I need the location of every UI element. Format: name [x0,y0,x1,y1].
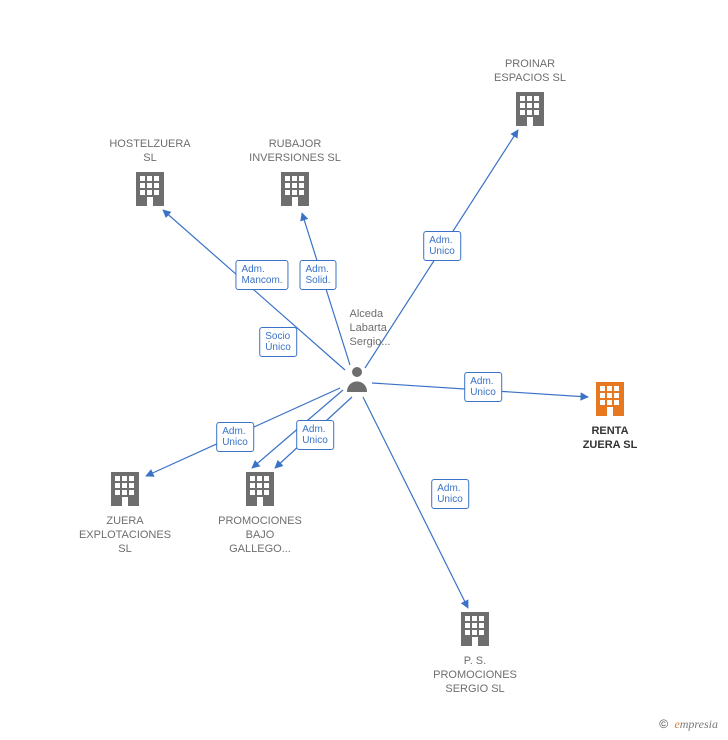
edge-label: Socio Único [259,327,297,357]
company-label-hostelzuera: HOSTELZUERA SL [109,138,190,166]
person-node[interactable] [347,367,367,392]
company-label-promociones_bajo: PROMOCIONES BAJO GALLEGO... [218,515,302,556]
person-label: Alceda Labarta Sergio... [350,308,391,349]
company-label-ps_promociones: P. S. PROMOCIONES SERGIO SL [433,655,517,696]
company-node-rubajor[interactable] [281,172,309,206]
company-label-zuera_expl: ZUERA EXPLOTACIONES SL [79,515,171,556]
edge-label: Adm. Unico [423,231,461,261]
diagram-svg [0,0,728,740]
edge-label: Adm. Unico [431,479,469,509]
edge-label: Adm. Unico [464,372,502,402]
company-node-proinar[interactable] [516,92,544,126]
brand-rest: mpresia [680,717,718,731]
edge-label: Adm. Unico [296,420,334,450]
company-node-zuera_expl[interactable] [111,472,139,506]
company-node-ps_promociones[interactable] [461,612,489,646]
company-node-renta[interactable] [596,382,624,416]
watermark: © empresia [659,717,718,732]
edge-label: Adm. Mancom. [235,260,288,290]
company-label-proinar: PROINAR ESPACIOS SL [494,58,566,86]
copyright-symbol: © [659,717,668,731]
edge-label: Adm. Unico [216,422,254,452]
company-node-hostelzuera[interactable] [136,172,164,206]
edge [163,210,345,370]
company-label-rubajor: RUBAJOR INVERSIONES SL [249,138,341,166]
company-label-renta: RENTA ZUERA SL [583,425,638,453]
edge-label: Adm. Solid. [299,260,336,290]
company-node-promociones_bajo[interactable] [246,472,274,506]
